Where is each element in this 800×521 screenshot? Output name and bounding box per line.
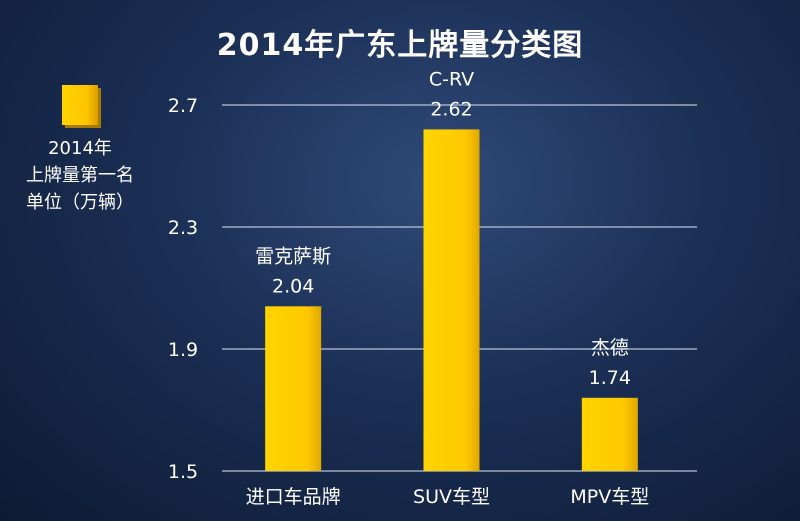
x-category-label: SUV车型	[413, 486, 490, 508]
legend: 2014年 上牌量第一名 单位（万辆）	[0, 85, 160, 216]
chart-title: 2014年广东上牌量分类图	[216, 28, 584, 63]
legend-line: 上牌量第一名	[26, 165, 134, 186]
value-label: 2.04	[272, 275, 314, 297]
bar	[423, 129, 480, 471]
bar	[581, 397, 638, 471]
y-tick-label: 2.7	[168, 95, 198, 117]
annotation-label: 雷克萨斯	[255, 245, 331, 267]
value-label: 2.62	[430, 98, 472, 120]
y-tick-label: 1.5	[168, 461, 198, 483]
bar	[265, 306, 322, 471]
value-label: 1.74	[589, 367, 631, 389]
y-tick-label: 2.3	[168, 217, 198, 239]
y-tick-label: 1.9	[168, 339, 198, 361]
legend-text: 2014年 上牌量第一名 单位（万辆）	[0, 135, 160, 216]
legend-line: 2014年	[48, 138, 112, 159]
x-category-label: MPV车型	[570, 486, 649, 508]
legend-line: 单位（万辆）	[26, 192, 134, 213]
annotation-label: 杰德	[591, 337, 629, 359]
legend-swatch	[62, 85, 98, 125]
annotation-label: C-RV	[429, 68, 474, 90]
x-category-label: 进口车品牌	[246, 486, 341, 508]
